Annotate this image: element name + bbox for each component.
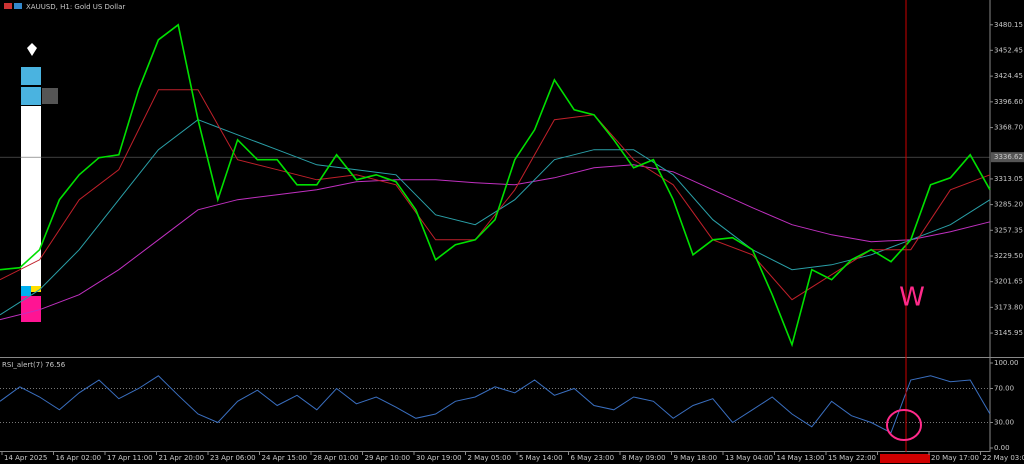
hand-drawn-circle — [886, 409, 922, 441]
x-tick-label: 22 May 03:00 — [983, 454, 1024, 462]
x-tick-label: 30 Apr 19:00 — [416, 454, 462, 462]
series-line — [0, 375, 991, 434]
y-tick-label: 3313.05 — [994, 175, 1023, 183]
symbol-icon — [4, 3, 12, 9]
crosshair-time-label — [880, 454, 930, 463]
x-tick-label: 14 May 13:00 — [777, 454, 825, 462]
y-tick-label: 100.00 — [994, 359, 1019, 367]
color-cyan[interactable] — [21, 286, 31, 296]
y-tick-label: 0.00 — [994, 444, 1010, 452]
y-tick-label: 3145.95 — [994, 329, 1023, 337]
y-tick-label: 3201.65 — [994, 278, 1023, 286]
x-tick-label: 15 May 22:00 — [828, 454, 876, 462]
chart-title: XAUUSD, H1: Gold US Dollar — [26, 3, 125, 11]
x-tick-label: 28 Apr 01:00 — [313, 454, 359, 462]
drawing-toolbar — [21, 43, 58, 322]
x-tick-label: 24 Apr 15:00 — [262, 454, 308, 462]
y-tick-label: 30.00 — [994, 419, 1014, 427]
x-tick-label: 8 May 09:00 — [622, 454, 666, 462]
current-price-box — [991, 152, 1024, 163]
pen-icon[interactable] — [27, 43, 37, 56]
x-tick-label: 23 Apr 06:00 — [210, 454, 256, 462]
y-tick-label: 3396.60 — [994, 98, 1023, 106]
y-tick-label: 3285.20 — [994, 201, 1023, 209]
x-tick-label: 5 May 14:00 — [519, 454, 563, 462]
x-tick-label: 9 May 18:00 — [674, 454, 718, 462]
toolbar-panel — [21, 106, 41, 286]
x-tick-label: 13 May 04:00 — [725, 454, 773, 462]
x-tick-label: 21 Apr 20:00 — [159, 454, 205, 462]
eye-tool[interactable] — [21, 67, 41, 85]
x-tick-label: 2 May 05:00 — [468, 454, 512, 462]
x-tick-label: 6 May 23:00 — [571, 454, 615, 462]
y-tick-label: 3452.45 — [994, 46, 1023, 54]
series-line — [0, 89, 991, 301]
current-price-label: 3336.62 — [994, 153, 1023, 161]
y-tick-label: 3257.35 — [994, 226, 1023, 234]
annotation: W — [899, 283, 925, 313]
y-tick-label: 3229.50 — [994, 252, 1023, 260]
y-tick-label: 3368.70 — [994, 124, 1023, 132]
x-tick-label: 17 Apr 11:00 — [107, 454, 153, 462]
series-line — [0, 164, 991, 321]
cursor-tool[interactable] — [21, 87, 41, 105]
color-yellow[interactable] — [31, 286, 41, 296]
x-tick-label: 29 Apr 10:00 — [365, 454, 411, 462]
color-magenta[interactable] — [21, 296, 41, 322]
cursor-alt-tool[interactable] — [42, 88, 58, 104]
x-tick-label: 16 Apr 02:00 — [56, 454, 102, 462]
x-tick-label: 14 Apr 2025 — [4, 454, 47, 462]
series-line — [0, 119, 991, 316]
indicator-title: RSI_alert(7) 76.56 — [2, 361, 66, 369]
y-tick-label: 3173.80 — [994, 303, 1023, 311]
symbol-icon — [14, 3, 22, 9]
y-tick-label: 3480.15 — [994, 21, 1023, 29]
series-line — [0, 23, 991, 348]
y-tick-label: 3424.45 — [994, 72, 1023, 80]
x-tick-label: 20 May 17:00 — [931, 454, 979, 462]
y-tick-label: 70.00 — [994, 385, 1014, 393]
